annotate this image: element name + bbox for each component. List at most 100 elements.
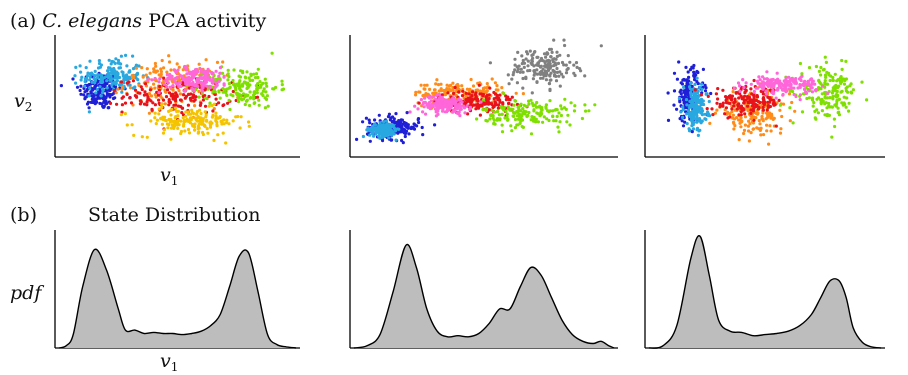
scatter-point	[756, 81, 760, 85]
scatter-point	[475, 88, 480, 92]
scatter-point	[746, 109, 750, 113]
scatter-point	[232, 68, 236, 72]
scatter-point	[561, 75, 565, 79]
scatter-point	[177, 80, 182, 84]
scatter-point	[836, 85, 840, 90]
scatter-point	[776, 87, 780, 92]
scatter-point	[444, 88, 448, 92]
scatter-point	[203, 104, 208, 108]
scatter-point	[688, 68, 693, 72]
scatter-point	[515, 70, 520, 74]
scatter-point	[805, 96, 809, 101]
scatter-point	[731, 90, 735, 94]
scatter-point	[376, 129, 380, 133]
scatter-point	[182, 93, 186, 97]
scatter-point	[110, 59, 114, 64]
scatter-point	[198, 116, 203, 120]
scatter-point	[686, 70, 690, 74]
scatter-point	[393, 127, 397, 131]
scatter-point	[374, 132, 378, 136]
scatter-point	[685, 78, 689, 82]
scatter-point	[248, 78, 252, 83]
scatter-point	[506, 117, 510, 122]
scatter-point	[238, 87, 242, 91]
scatter-point	[152, 67, 156, 71]
scatter-point	[123, 112, 127, 116]
scatter-point	[382, 120, 386, 124]
scatter-point	[769, 98, 773, 102]
scatter-point	[781, 93, 785, 97]
scatter-point	[506, 95, 510, 99]
scatter-point	[513, 98, 517, 103]
scatter-point	[820, 92, 824, 96]
scatter-point	[526, 113, 530, 118]
scatter-point	[221, 60, 225, 64]
scatter-point	[484, 97, 489, 101]
scatter-point	[526, 52, 530, 56]
scatter-point	[147, 92, 152, 96]
scatter-point	[237, 81, 241, 85]
scatter-point	[370, 132, 374, 136]
scatter-point	[422, 105, 426, 109]
scatter-point	[228, 107, 232, 112]
scatter-point	[705, 107, 709, 111]
scatter-point	[221, 87, 225, 91]
scatter-point	[420, 125, 424, 130]
scatter-point	[694, 112, 699, 116]
scatter-point	[784, 83, 788, 87]
scatter-point	[834, 104, 838, 108]
scatter-point	[485, 93, 489, 97]
scatter-point	[560, 60, 565, 65]
scatter-point	[556, 125, 560, 129]
scatter-point	[373, 123, 377, 127]
scatter-point	[124, 53, 128, 58]
scatter-point	[685, 103, 689, 107]
scatter-point	[143, 90, 147, 94]
scatter-point	[699, 93, 704, 97]
scatter-point	[460, 94, 465, 98]
scatter-point	[105, 82, 109, 86]
scatter-point	[90, 80, 94, 84]
scatter-point	[513, 111, 517, 115]
scatter-point	[231, 119, 235, 123]
scatter-point	[252, 97, 256, 101]
scatter-point	[815, 108, 819, 112]
scatter-point	[840, 58, 844, 63]
scatter-point	[105, 79, 109, 83]
scatter-point	[583, 74, 587, 78]
scatter-point	[431, 105, 435, 109]
scatter-point	[495, 84, 499, 88]
scatter-point	[174, 115, 178, 119]
scatter-point	[198, 76, 202, 80]
scatter-point	[459, 107, 463, 111]
scatter-point	[510, 77, 514, 81]
scatter-point	[829, 74, 833, 78]
scatter-point	[500, 123, 504, 127]
scatter-point	[447, 108, 451, 112]
scatter-point	[535, 105, 539, 109]
scatter-point	[248, 96, 252, 100]
scatter-point	[248, 90, 252, 94]
scatter-point	[131, 79, 135, 83]
scatter-point	[761, 92, 765, 96]
scatter-point	[580, 116, 585, 121]
scatter-point	[707, 99, 711, 104]
scatter-point	[679, 110, 683, 114]
scatter-point	[847, 109, 851, 113]
scatter-point	[517, 112, 522, 116]
scatter-point	[666, 91, 670, 95]
scatter-point	[749, 87, 753, 91]
scatter-point	[181, 80, 185, 85]
scatter-point	[253, 92, 257, 96]
scatter-point	[560, 107, 564, 111]
scatter-point	[394, 112, 398, 116]
scatter-point	[197, 95, 201, 99]
scatter-point	[790, 77, 794, 81]
scatter-point	[228, 85, 232, 89]
scatter-point	[457, 97, 461, 101]
scatter-point	[807, 66, 812, 70]
scatter-point	[155, 90, 159, 94]
scatter-point	[790, 100, 794, 105]
scatter-point	[101, 105, 105, 109]
scatter-point	[681, 108, 685, 112]
